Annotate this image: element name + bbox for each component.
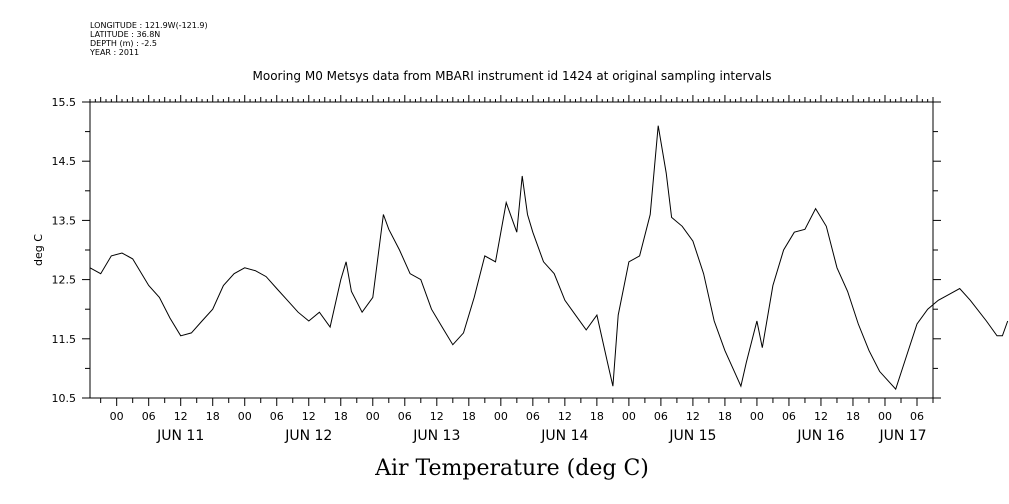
x-axis: 00 06 12 18 00 06 12 18 00 06 12 18 00 06 12 18 00 06 12 18…: [89, 95, 934, 444]
metadata-block: LONGITUDE : 121.9W(-121.9) LATITUDE : 36…: [90, 21, 208, 57]
y-axis: 10.5 11.5 12.5 13.5 14.5 15.5: [52, 96, 941, 405]
x-tick-label: 00: [494, 410, 508, 423]
x-tick-label: 18: [590, 410, 604, 423]
x-tick-label: 06: [654, 410, 668, 423]
plot-border: [89, 101, 934, 399]
x-day-label: JUN 16: [796, 428, 844, 444]
latitude-label: LATITUDE : 36.8N: [90, 30, 161, 39]
y-tick-label: 12.5: [52, 274, 77, 287]
x-tick-label: 06: [526, 410, 540, 423]
y-tick-label: 13.5: [52, 214, 77, 227]
x-tick-label: 12: [814, 410, 828, 423]
x-tick-label: 12: [686, 410, 700, 423]
x-axis-label: Air Temperature (deg C): [374, 456, 649, 481]
y-tick-label: 11.5: [52, 333, 77, 346]
x-tick-label: 12: [302, 410, 316, 423]
x-tick-label: 18: [334, 410, 348, 423]
x-tick-label: 00: [238, 410, 252, 423]
x-day-label: JUN 11: [156, 428, 204, 444]
y-tick-label: 10.5: [52, 392, 77, 405]
y-axis-label: deg C: [32, 234, 45, 266]
x-tick-label: 00: [366, 410, 380, 423]
plot-frame: [89, 101, 934, 399]
x-tick-label: 18: [206, 410, 220, 423]
x-tick-label: 12: [430, 410, 444, 423]
year-label: YEAR : 2011: [90, 48, 140, 57]
x-tick-label: 18: [846, 410, 860, 423]
x-tick-label: 18: [462, 410, 476, 423]
x-day-label: JUN 14: [540, 428, 588, 444]
x-day-label: JUN 12: [284, 428, 332, 444]
series-line: [89, 125, 1009, 391]
x-tick-label: 06: [142, 410, 156, 423]
x-tick-label: 12: [558, 410, 572, 423]
x-tick-label: 00: [110, 410, 124, 423]
x-tick-label: 00: [750, 410, 764, 423]
x-tick-label: 18: [718, 410, 732, 423]
x-tick-label: 06: [910, 410, 924, 423]
x-tick-label: 06: [782, 410, 796, 423]
chart-title: Mooring M0 Metsys data from MBARI instru…: [253, 69, 772, 83]
x-tick-label: 00: [878, 410, 892, 423]
depth-label: DEPTH (m) : -2.5: [90, 39, 157, 48]
x-tick-label: 12: [174, 410, 188, 423]
x-tick-label: 00: [622, 410, 636, 423]
x-tick-label: 06: [398, 410, 412, 423]
x-day-label: JUN 13: [412, 428, 460, 444]
x-day-label: JUN 17: [878, 428, 926, 444]
x-day-label: JUN 15: [668, 428, 716, 444]
longitude-label: LONGITUDE : 121.9W(-121.9): [90, 21, 208, 30]
y-tick-label: 15.5: [52, 96, 77, 109]
x-tick-label: 06: [270, 410, 284, 423]
y-tick-label: 14.5: [52, 155, 77, 168]
series-group: [89, 125, 1009, 391]
